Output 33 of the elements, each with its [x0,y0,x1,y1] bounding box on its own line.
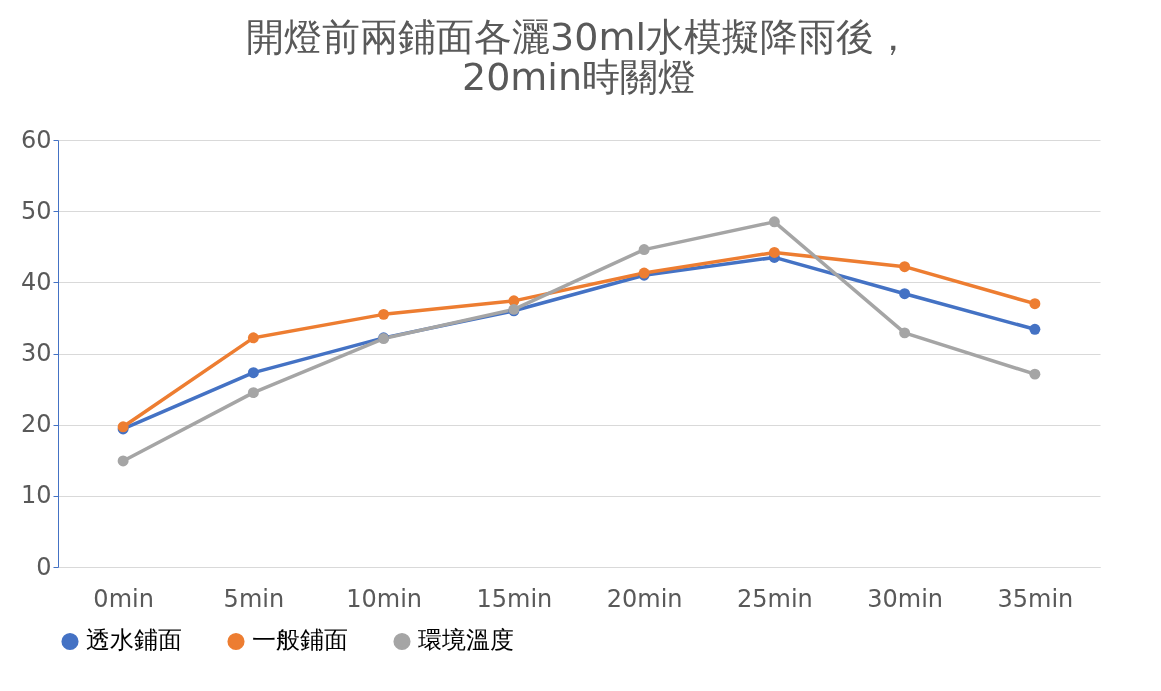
point [1029,323,1041,335]
legend-label: 環境溫度 [418,626,514,655]
x-tick-label: 30min [867,584,944,613]
legend-label: 透水鋪面 [86,626,182,655]
point [117,455,129,467]
point [899,327,911,339]
y-tick-label: 10 [20,481,52,510]
y-tick-label: 40 [20,267,52,296]
point [1029,298,1041,310]
point [638,244,650,256]
point [768,216,780,228]
point [899,288,911,300]
y-tick-label: 50 [20,196,52,225]
x-tick-label: 35min [997,584,1074,613]
y-tick-label: 0 [36,552,52,581]
y-tick-label: 30 [20,339,52,367]
point [247,387,259,399]
x-tick-label: 15min [476,584,553,613]
point [1029,368,1041,380]
point [768,246,780,258]
point [247,367,259,379]
chart-title: 開燈前兩鋪面各灑30ml水模擬降雨後， 20min時關燈 [246,15,912,99]
legend-label: 一般鋪面 [252,626,348,655]
x-tick-label: 20min [606,584,683,613]
x-tick-label: 5min [223,584,285,613]
y-tick-label: 20 [20,410,52,439]
point [247,332,259,344]
x-tick-label: 25min [736,584,813,613]
x-tick-label: 0min [93,584,154,613]
x-tick-label: 10min [346,584,423,613]
point [378,308,390,320]
point [899,261,911,273]
y-tick-label: 60 [20,125,52,154]
